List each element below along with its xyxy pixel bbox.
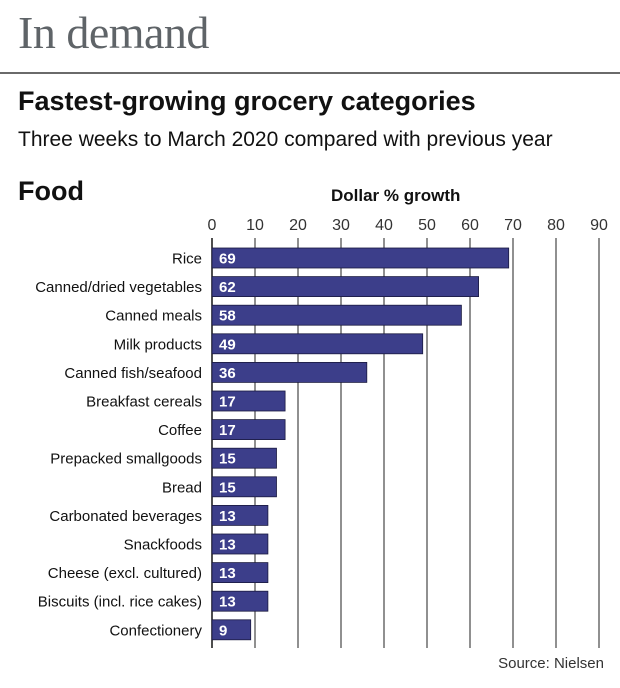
- bar-value-label: 69: [219, 251, 236, 268]
- x-tick-label: 0: [208, 217, 217, 234]
- x-tick-label: 80: [547, 217, 565, 234]
- bar-value-label: 13: [219, 508, 236, 525]
- category-label: Canned/dried vegetables: [35, 279, 202, 296]
- x-tick-label: 30: [332, 217, 350, 234]
- x-tick-label: 20: [289, 217, 307, 234]
- x-tick-label: 60: [461, 217, 479, 234]
- category-label: Confectionery: [109, 622, 202, 639]
- section-label: Food: [18, 176, 84, 206]
- chart-subtitle: Three weeks to March 2020 compared with …: [18, 128, 553, 151]
- x-axis-title: Dollar % growth: [331, 186, 461, 205]
- header-rule: [0, 72, 620, 74]
- headline: In demand: [18, 7, 209, 58]
- bar: [211, 476, 277, 498]
- bar: [211, 419, 286, 441]
- bar-value-label: 15: [219, 479, 236, 496]
- bar: [211, 276, 480, 298]
- category-label: Cheese (excl. cultured): [48, 565, 202, 582]
- category-label: Canned meals: [105, 308, 202, 325]
- chart-title: Fastest-growing grocery categories: [18, 86, 476, 116]
- bar: [211, 504, 269, 526]
- category-label: Carbonated beverages: [49, 508, 202, 525]
- category-label: Biscuits (incl. rice cakes): [38, 594, 202, 611]
- bar-value-label: 62: [219, 279, 236, 296]
- bar: [211, 533, 269, 555]
- x-tick-label: 40: [375, 217, 393, 234]
- x-tick-label: 50: [418, 217, 436, 234]
- category-label: Bread: [162, 479, 202, 496]
- x-tick-label: 90: [590, 217, 608, 234]
- x-tick-label: 70: [504, 217, 522, 234]
- bar-value-label: 9: [219, 622, 227, 639]
- category-label: Prepacked smallgoods: [50, 451, 202, 468]
- bar: [211, 619, 252, 641]
- category-label: Breakfast cereals: [86, 394, 202, 411]
- bar: [211, 590, 269, 612]
- source-note: Source: Nielsen: [498, 655, 604, 672]
- bar-value-label: 13: [219, 594, 236, 611]
- bar-value-label: 17: [219, 422, 236, 439]
- bar: [211, 304, 462, 326]
- bar-value-label: 58: [219, 308, 236, 325]
- bar-value-label: 15: [219, 451, 236, 468]
- bar-value-label: 17: [219, 394, 236, 411]
- bar-value-label: 36: [219, 365, 236, 382]
- bar: [211, 390, 286, 412]
- x-tick-label: 10: [246, 217, 264, 234]
- bar-value-label: 49: [219, 336, 236, 353]
- bar-value-label: 13: [219, 565, 236, 582]
- bar: [211, 562, 269, 583]
- category-label: Snackfoods: [124, 537, 202, 554]
- category-label: Canned fish/seafood: [64, 365, 202, 382]
- category-label: Rice: [172, 251, 202, 268]
- bar: [211, 361, 368, 383]
- bar: [211, 247, 510, 269]
- category-label: Milk products: [114, 336, 202, 353]
- bar: [211, 333, 424, 355]
- bar-value-label: 13: [219, 537, 236, 554]
- category-label: Coffee: [158, 422, 202, 439]
- bar: [211, 447, 277, 469]
